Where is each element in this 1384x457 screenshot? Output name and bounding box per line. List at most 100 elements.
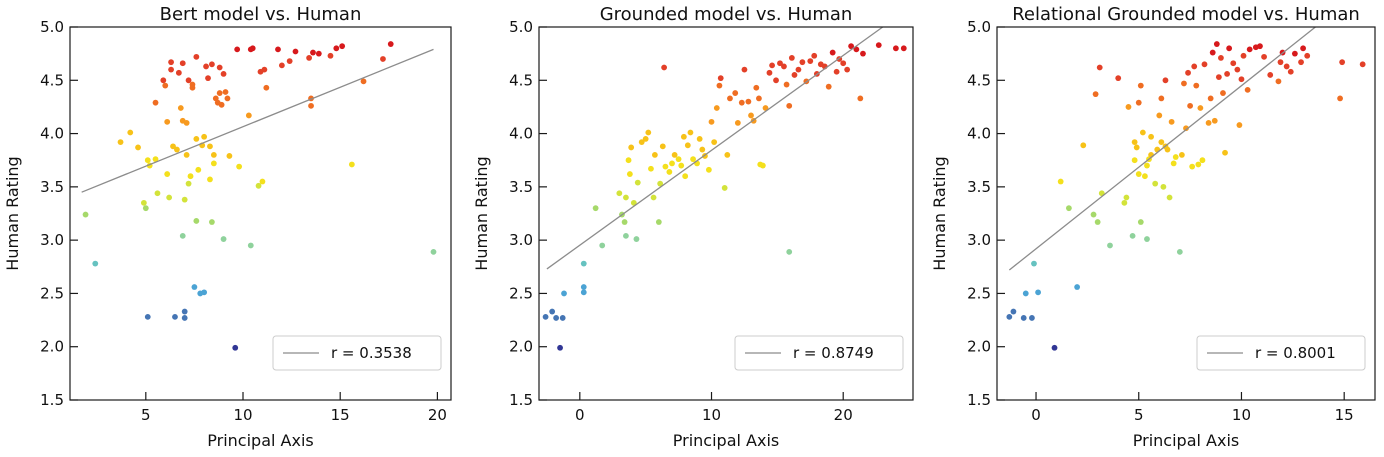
data-point — [142, 205, 149, 212]
x-tick-label: 10 — [702, 406, 721, 424]
data-point — [1207, 95, 1214, 102]
data-point — [561, 290, 567, 297]
data-point — [727, 95, 733, 102]
data-point — [675, 156, 682, 163]
data-point — [162, 82, 169, 89]
data-point — [210, 151, 217, 158]
chart-panel-relational: 0 5 10 15 1.5 2.0 2.5 3.0 3.5 4.0 4.5 5.0 Relational… — [922, 0, 1383, 457]
relational-grounded-scatter-chart: 0 5 10 15 1.5 2.0 2.5 3.0 3.5 4.0 4.5 5.0 Relational… — [930, 4, 1376, 450]
chart-panel-grounded: 0 10 20 1.5 2.0 2.5 3.0 3.5 4.0 4.5 5.0 Grounded mo… — [461, 0, 922, 457]
data-point — [900, 45, 907, 52]
data-point — [1230, 60, 1237, 67]
data-point — [1275, 78, 1282, 85]
x-tick-label: 5 — [1134, 406, 1144, 424]
data-point — [201, 289, 208, 296]
data-point — [1137, 82, 1144, 89]
data-point — [1006, 313, 1013, 320]
data-point — [786, 102, 793, 109]
data-point — [220, 70, 227, 77]
y-tick-label: 4.0 — [967, 125, 991, 143]
data-point — [682, 173, 689, 180]
data-point — [140, 199, 147, 206]
data-point — [1129, 232, 1136, 239]
data-point — [738, 99, 745, 106]
data-point — [553, 315, 560, 321]
data-point — [1246, 46, 1253, 53]
data-point — [1057, 178, 1064, 185]
data-point — [599, 242, 606, 249]
data-point — [1094, 219, 1101, 225]
data-point — [1224, 70, 1230, 77]
data-point — [135, 144, 141, 151]
data-point — [1092, 91, 1099, 98]
data-point — [1142, 173, 1148, 180]
data-point — [1148, 133, 1154, 140]
data-point — [1220, 90, 1226, 96]
y-tick-label: 4.5 — [40, 71, 64, 89]
grounded-scatter-chart: 0 10 20 1.5 2.0 2.5 3.0 3.5 4.0 4.5 5.0 Grounded mo… — [472, 4, 914, 450]
data-point — [1304, 52, 1311, 59]
data-point — [195, 166, 202, 173]
data-point — [168, 66, 174, 73]
data-point — [1152, 180, 1159, 187]
data-point — [651, 151, 658, 158]
data-point — [696, 136, 703, 142]
data-point — [892, 45, 899, 52]
data-point — [236, 163, 243, 170]
y-tick-label: 4.0 — [509, 125, 533, 143]
data-point — [232, 344, 239, 351]
data-point — [185, 180, 192, 187]
data-point — [1090, 211, 1097, 218]
data-point — [245, 112, 252, 119]
data-point — [678, 162, 685, 169]
data-point — [193, 218, 200, 224]
data-point — [1178, 151, 1185, 158]
data-point — [717, 75, 724, 82]
data-point — [625, 157, 632, 164]
x-axis-label: Principal Axis — [673, 431, 779, 450]
data-point — [263, 84, 270, 91]
data-point — [799, 59, 806, 66]
data-point — [1339, 59, 1346, 66]
data-point — [1051, 344, 1058, 351]
data-point — [621, 219, 628, 225]
data-point — [164, 118, 171, 125]
data-point — [711, 139, 718, 146]
y-tick-label: 4.0 — [40, 125, 64, 143]
data-point — [684, 142, 691, 149]
data-point — [306, 55, 312, 61]
data-point — [713, 105, 720, 111]
data-point — [92, 260, 99, 267]
data-point — [207, 143, 213, 150]
data-point — [193, 136, 200, 142]
data-point — [1170, 160, 1177, 167]
data-point — [645, 129, 652, 136]
data-point — [1133, 144, 1140, 151]
data-point — [181, 308, 188, 315]
data-point — [630, 199, 637, 206]
data-point — [853, 46, 860, 53]
data-point — [1074, 284, 1081, 290]
data-point — [807, 58, 814, 64]
data-point — [220, 236, 227, 242]
data-point — [387, 41, 394, 47]
legend: r = 0.3538 — [272, 335, 442, 371]
data-point — [559, 315, 566, 321]
data-point — [638, 139, 645, 146]
data-point — [1115, 75, 1122, 82]
data-point — [1162, 77, 1169, 84]
data-point — [623, 232, 629, 239]
data-point — [117, 139, 124, 146]
data-point — [1029, 315, 1035, 321]
data-point — [333, 45, 340, 52]
x-tick-label: 15 — [1335, 406, 1354, 424]
data-point — [1172, 154, 1179, 160]
data-point — [1137, 219, 1144, 225]
data-point — [655, 219, 662, 225]
data-point — [205, 75, 211, 82]
data-point — [247, 242, 254, 249]
x-tick-label: 20 — [834, 406, 853, 424]
data-point — [261, 66, 268, 73]
data-point — [189, 81, 196, 88]
